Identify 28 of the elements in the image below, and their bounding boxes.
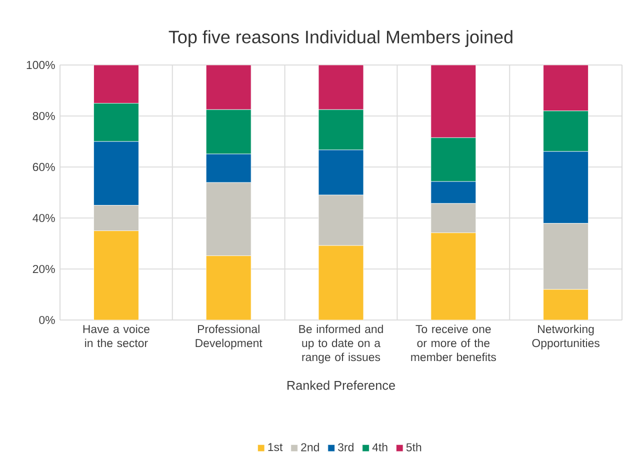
chart-title: Top five reasons Individual Members joined: [168, 30, 512, 47]
x-tick-label: Professional Development: [196, 324, 262, 350]
y-tick-label: 0%: [39, 316, 55, 324]
x-axis-title: Ranked Preference: [287, 380, 395, 390]
bar: [206, 65, 252, 110]
y-tick-label: 40%: [32, 214, 55, 222]
bar: [318, 245, 364, 320]
bar: [94, 65, 139, 104]
y-tick-label: 20%: [32, 264, 55, 274]
bar: [430, 65, 476, 138]
legend-label: 1st: [268, 443, 283, 452]
bar: [94, 230, 139, 320]
x-tick-label: Networking Opportunities: [532, 324, 600, 350]
bar: [543, 289, 588, 320]
x-tick-label: Be informed and up to date on a range of issues: [299, 324, 383, 364]
x-tick-label: To receive one or more of the member benefits: [411, 324, 496, 362]
legend-label: 3rd: [338, 442, 354, 452]
bar: [206, 256, 252, 320]
y-tick-label: 80%: [32, 112, 55, 120]
legend-label: 4th: [372, 442, 388, 452]
x-tick-label: Have a voice in the sector: [83, 324, 150, 348]
y-tick-label: 60%: [32, 162, 55, 172]
bar: [543, 65, 588, 112]
legend-label: 5th: [406, 442, 422, 452]
bar: [318, 65, 364, 110]
legend-label: 2nd: [301, 442, 319, 452]
y-tick-label: 100%: [26, 60, 55, 70]
bar: [430, 232, 476, 320]
